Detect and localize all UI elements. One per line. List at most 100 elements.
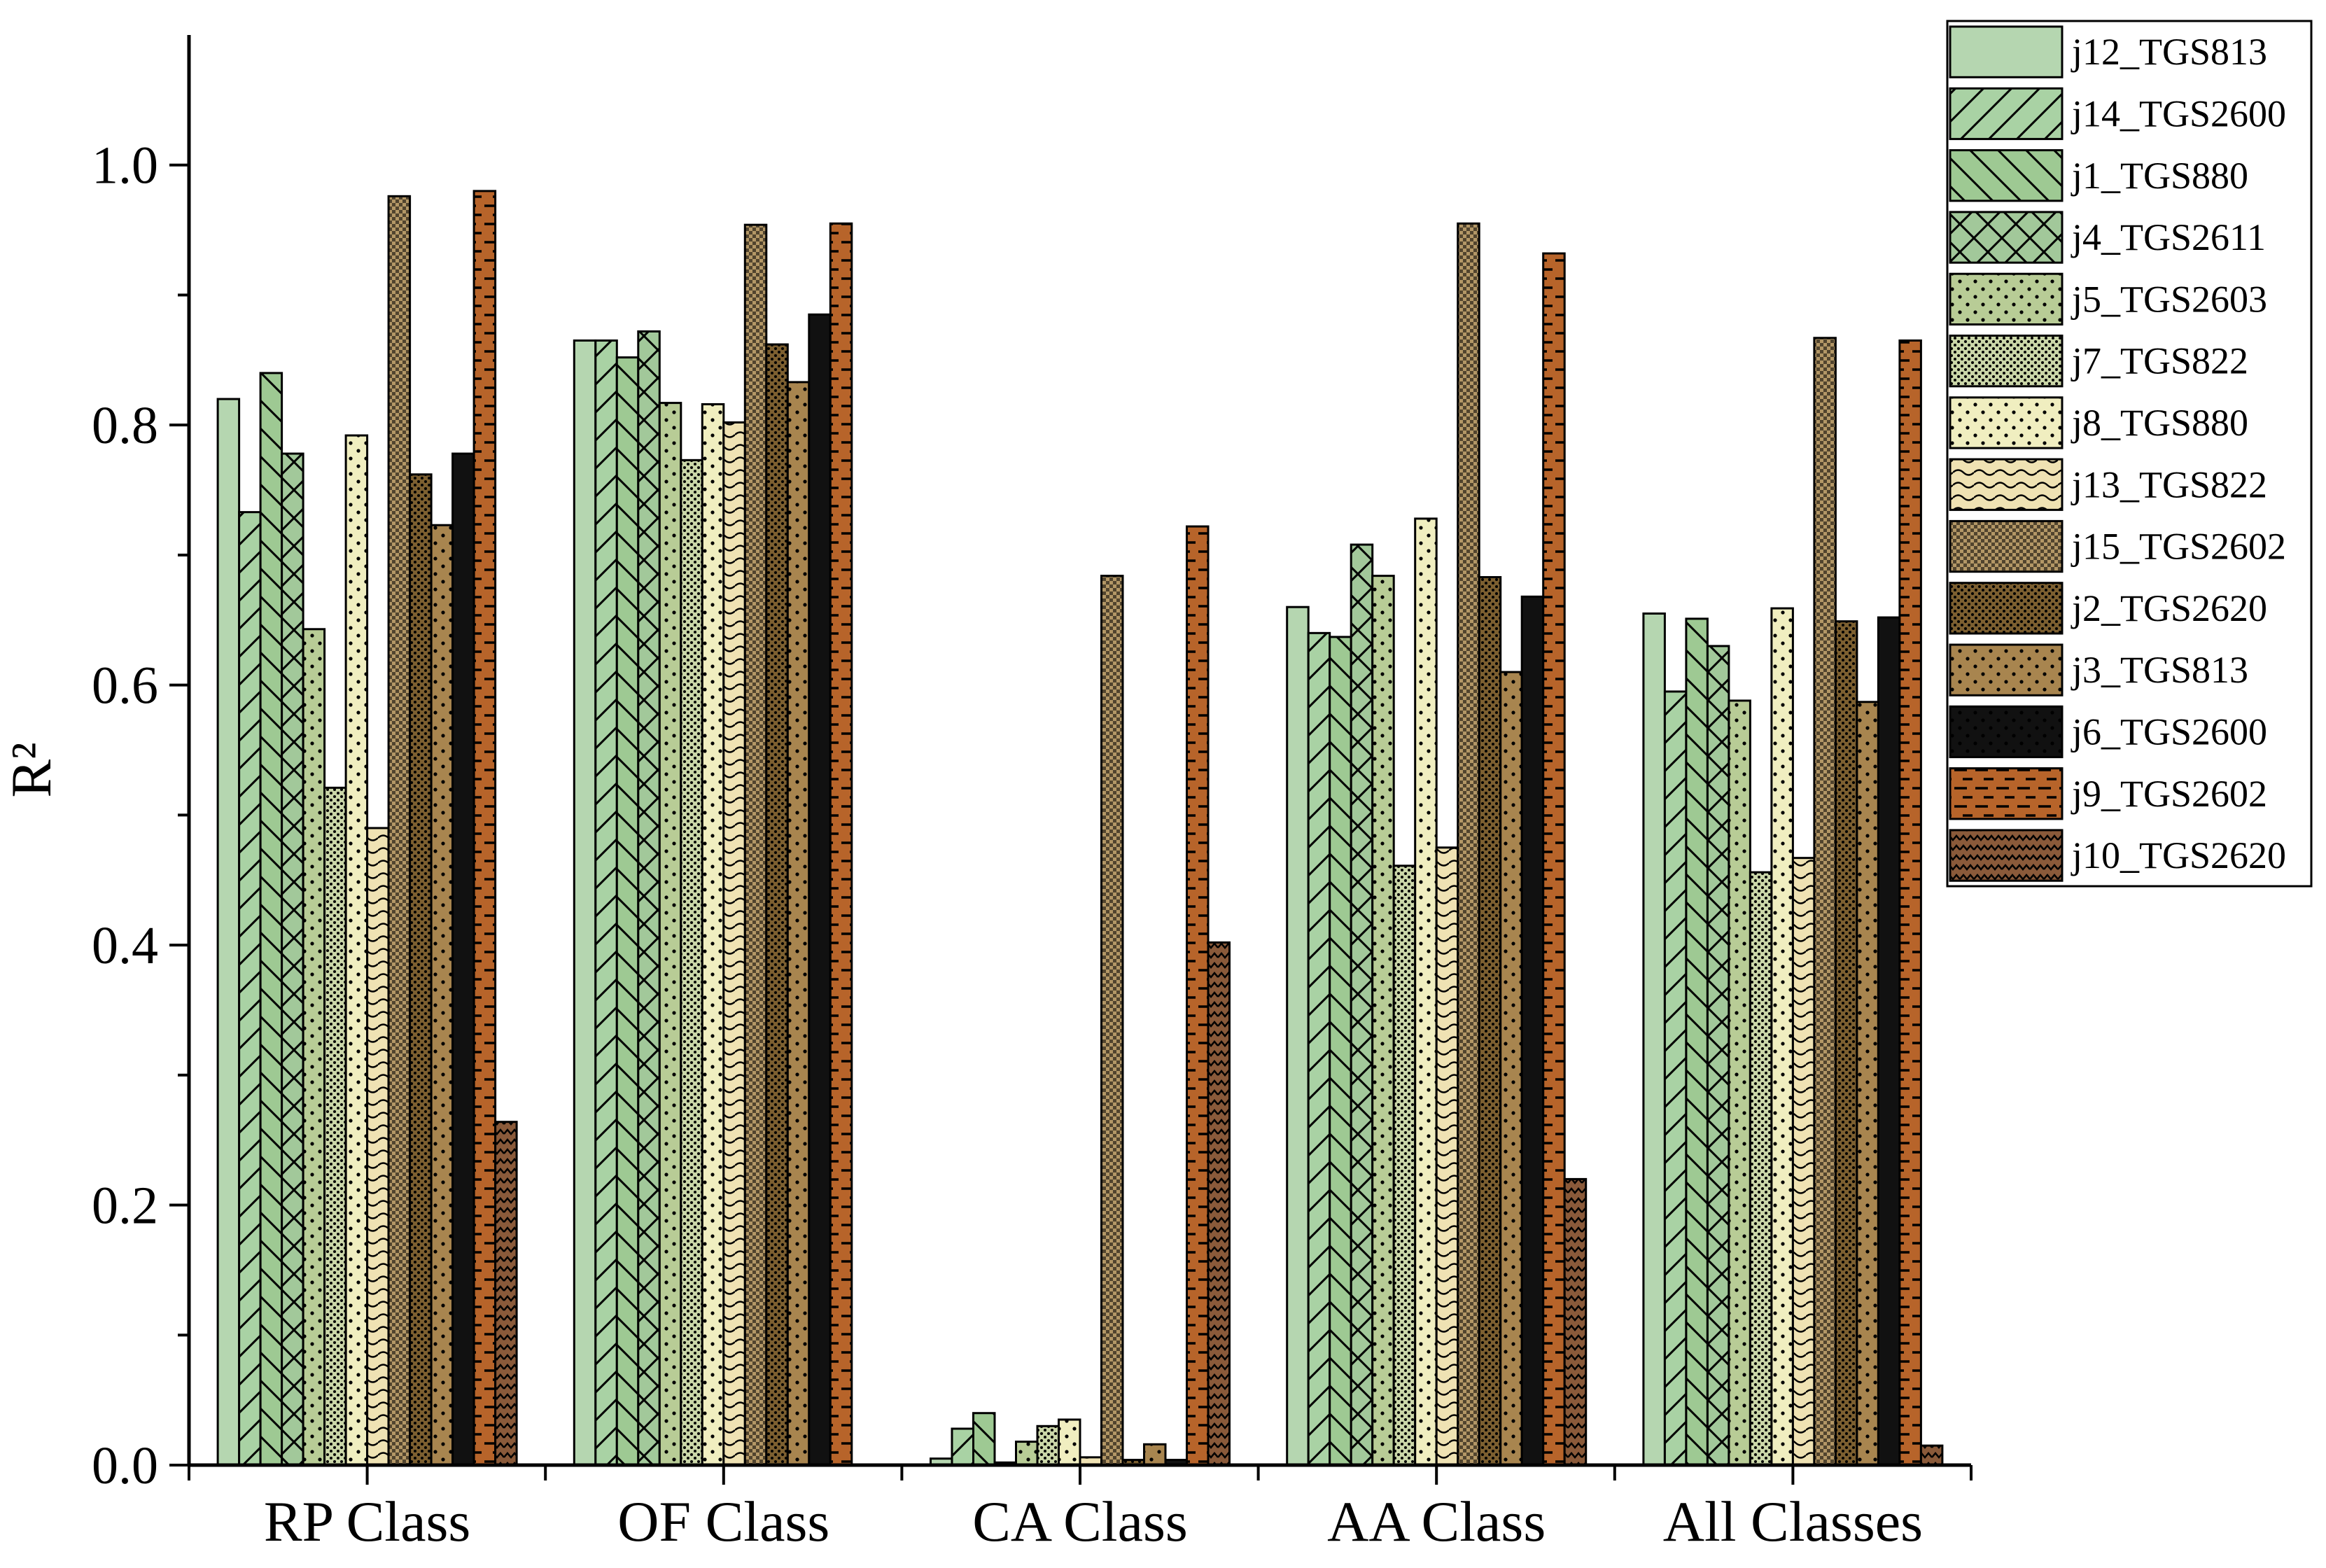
- bar-outline: [722, 421, 746, 1466]
- bar: [1165, 1460, 1187, 1465]
- bar-outline: [1435, 846, 1459, 1466]
- y-tick-label: 1.0: [92, 136, 158, 195]
- bar-outline: [1563, 1177, 1588, 1466]
- bar-outline: [1791, 857, 1816, 1466]
- legend-swatch-outline: [1949, 582, 2064, 635]
- legend-label: j9_TGS2602: [2071, 773, 2267, 815]
- bar-outline: [1186, 525, 1210, 1466]
- legend-label: j10_TGS2620: [2071, 834, 2286, 876]
- bar-outline: [1542, 252, 1566, 1466]
- y-axis: 0.0 0.2 0.4 0.6 0.8 1.0 R²: [0, 35, 191, 1495]
- bar-outline: [1457, 222, 1480, 1466]
- bar-outline: [1663, 690, 1688, 1466]
- bar-outline: [494, 1121, 518, 1466]
- bar: [808, 314, 831, 1466]
- bar-outline: [1728, 699, 1751, 1466]
- legend-label: j6_TGS2600: [2071, 710, 2267, 752]
- legend-swatch-outline: [1949, 705, 2064, 759]
- bar-outline: [1015, 1441, 1039, 1466]
- bar-outline: [1919, 1444, 1944, 1466]
- bar-outline: [951, 1427, 974, 1466]
- bar-outline: [1813, 337, 1837, 1466]
- bar-outline: [1685, 617, 1709, 1466]
- bar-outline: [1058, 1418, 1081, 1466]
- legend-label: j14_TGS2600: [2071, 92, 2286, 134]
- bar-outline: [637, 330, 661, 1466]
- bar: [1522, 596, 1543, 1465]
- legend-swatch-outline: [1949, 519, 2064, 573]
- x-axis: RP Class OF Class CA Class AA Class All Clas…: [188, 1463, 1973, 1553]
- legend-swatch-outline: [1949, 25, 2064, 78]
- bar-outline: [1329, 636, 1352, 1466]
- bar-group: [216, 190, 1944, 1466]
- legend-swatch-outline: [1949, 458, 2064, 511]
- bar-outline: [472, 190, 497, 1466]
- x-ticks: RP Class OF Class CA Class AA Class All Clas…: [188, 1465, 1973, 1553]
- bar-outline: [1856, 701, 1879, 1466]
- bar-outline: [1036, 1424, 1060, 1466]
- legend-label: j7_TGS822: [2071, 340, 2248, 382]
- bar-outline: [344, 434, 369, 1466]
- y-tick-label: 0.0: [92, 1436, 158, 1495]
- bar-outline: [1770, 607, 1794, 1466]
- legend-swatch-outline: [1949, 767, 2064, 820]
- bar-outline: [1371, 575, 1395, 1466]
- x-category-label: OF Class: [617, 1490, 829, 1553]
- bar-outline: [1143, 1443, 1167, 1466]
- y-tick-label: 0.2: [92, 1177, 158, 1236]
- legend-swatch-outline: [1949, 335, 2064, 388]
- bar-outline: [259, 372, 283, 1466]
- bar-outline: [829, 222, 853, 1466]
- legend-label: j1_TGS880: [2071, 155, 2248, 197]
- legend-swatch-outline: [1949, 396, 2064, 449]
- bar: [930, 1458, 952, 1465]
- bar-outline: [1307, 631, 1331, 1466]
- x-category-label: RP Class: [264, 1490, 470, 1553]
- legend-label: j12_TGS813: [2071, 31, 2267, 73]
- bar-outline: [1100, 575, 1124, 1466]
- y-tick-label: 0.6: [92, 657, 158, 715]
- legend-swatch: [1950, 27, 2062, 78]
- bar-outline: [1898, 339, 1922, 1466]
- bar-outline: [765, 343, 789, 1466]
- y-tick-label: 0.4: [92, 916, 158, 975]
- legend-swatch-outline: [1949, 272, 2064, 326]
- bar: [1287, 607, 1309, 1466]
- bar-outline: [786, 381, 811, 1466]
- legend-label: j2_TGS2620: [2071, 587, 2267, 629]
- legend-swatch-outline: [1949, 829, 2064, 882]
- bar: [452, 454, 475, 1466]
- legend-swatch-outline: [1949, 211, 2064, 264]
- x-category-label: AA Class: [1327, 1490, 1546, 1553]
- bar-outline: [1392, 864, 1417, 1466]
- legend-label: j3_TGS813: [2071, 649, 2248, 691]
- bar-outline: [1350, 543, 1374, 1466]
- bar: [218, 399, 239, 1465]
- bar-outline: [366, 827, 390, 1466]
- y-ticks: 0.0 0.2 0.4 0.6 0.8 1.0: [92, 136, 189, 1495]
- legend-label: j8_TGS880: [2071, 402, 2248, 444]
- bar: [1643, 613, 1665, 1466]
- legend-swatch-outline: [1949, 149, 2064, 202]
- bar-outline: [302, 628, 326, 1466]
- bar-outline: [658, 402, 682, 1466]
- legend-label: j13_TGS822: [2071, 463, 2267, 505]
- y-axis-title: R²: [0, 742, 63, 797]
- legend-swatch-outline: [1949, 87, 2064, 141]
- bar-outline: [615, 356, 640, 1466]
- legend: j12_TGS813 j14_TGS2600 j1_TGS880 j4_TGS2611…: [1946, 20, 2313, 888]
- bar-outline: [743, 223, 768, 1466]
- bar-outline: [1478, 575, 1502, 1466]
- bar-outline: [1834, 620, 1858, 1466]
- legend-label: j15_TGS2602: [2071, 526, 2286, 568]
- bar: [574, 340, 596, 1465]
- bar-outline: [1706, 645, 1730, 1466]
- bar: [1878, 617, 1900, 1466]
- bar-outline: [701, 402, 725, 1466]
- bar-outline: [281, 452, 304, 1466]
- bar-outline: [238, 511, 262, 1466]
- legend-swatch-outline: [1949, 643, 2064, 696]
- bar-outline: [387, 195, 412, 1466]
- bar-outline: [409, 473, 433, 1466]
- bar-outline: [1207, 941, 1231, 1466]
